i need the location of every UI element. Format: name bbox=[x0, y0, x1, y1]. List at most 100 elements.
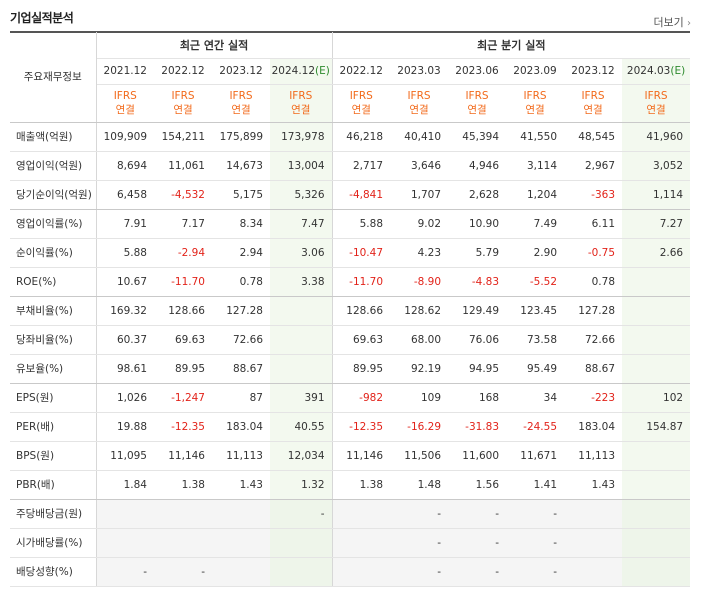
table-cell: 7.27 bbox=[622, 209, 691, 239]
ifrs-header-9: IFRS 연결 bbox=[622, 84, 691, 123]
row-label: 주당배당금(원) bbox=[10, 499, 97, 529]
table-cell: 40,410 bbox=[390, 122, 449, 152]
more-link[interactable]: 더보기 › bbox=[653, 14, 691, 30]
table-cell: - bbox=[270, 499, 333, 529]
table-cell: -982 bbox=[331, 383, 391, 413]
table-cell: 5,326 bbox=[270, 180, 333, 210]
table-cell: 94.95 bbox=[448, 354, 507, 384]
period-label: 2023.03 bbox=[397, 65, 441, 77]
table-cell bbox=[270, 557, 333, 587]
table-cell: 2.94 bbox=[212, 238, 270, 268]
period-label: 2023.12 bbox=[219, 65, 263, 77]
table-cell: - bbox=[506, 528, 565, 558]
consolidated-label: 연결 bbox=[646, 104, 666, 116]
table-cell: 1.84 bbox=[96, 470, 154, 500]
consolidated-label: 연결 bbox=[351, 104, 371, 116]
table-cell: 7.47 bbox=[270, 209, 333, 239]
table-row: ROE(%) 10.67 -11.70 0.78 3.38 -11.70 -8.90 -4.8… bbox=[10, 267, 691, 297]
chevron-right-icon: › bbox=[683, 18, 691, 29]
annual-group-header: 최근 연간 실적 bbox=[96, 32, 333, 59]
row-label: 영업이익률(%) bbox=[10, 209, 97, 239]
table-cell: 109 bbox=[390, 383, 449, 413]
table-cell: 46,218 bbox=[331, 122, 391, 152]
consolidated-label: 연결 bbox=[525, 104, 545, 116]
table-row: BPS(원) 11,095 11,146 11,113 12,034 11,146 11,5… bbox=[10, 441, 691, 471]
table-cell: 5.88 bbox=[331, 209, 391, 239]
table-cell: 73.58 bbox=[506, 325, 565, 355]
table-cell: 6.11 bbox=[564, 209, 623, 239]
period-header-2: 2023.12 bbox=[212, 58, 270, 85]
table-cell: 3,646 bbox=[390, 151, 449, 181]
table-row: 시가배당률(%) - - - bbox=[10, 528, 691, 558]
section-header: 기업실적분석 더보기 › bbox=[0, 0, 705, 30]
table-row: PBR(배) 1.84 1.38 1.43 1.32 1.38 1.48 1.56 1.41 1.… bbox=[10, 470, 691, 500]
table-cell: -10.47 bbox=[331, 238, 391, 268]
table-cell bbox=[564, 528, 623, 558]
period-header-6: 2023.06 bbox=[448, 58, 507, 85]
table-cell: 0.78 bbox=[564, 267, 623, 297]
table-cell: 11,113 bbox=[564, 441, 623, 471]
table-cell bbox=[331, 557, 391, 587]
period-header-8: 2023.12 bbox=[564, 58, 623, 85]
period-header-5: 2023.03 bbox=[390, 58, 449, 85]
table-cell: 2.90 bbox=[506, 238, 565, 268]
table-cell bbox=[622, 267, 691, 297]
table-cell: - bbox=[96, 557, 154, 587]
ifrs-header-4: IFRS 연결 bbox=[331, 84, 391, 123]
table-row: 주당배당금(원) - - - - bbox=[10, 499, 691, 529]
table-row: 부채비율(%) 169.32 128.66 127.28 128.66 128.62 129… bbox=[10, 296, 691, 326]
period-label: 2024.03 bbox=[626, 65, 671, 77]
table-cell: -16.29 bbox=[390, 412, 449, 442]
table-row: 유보율(%) 98.61 89.95 88.67 89.95 92.19 94.95 95.4… bbox=[10, 354, 691, 384]
table-cell: 1.38 bbox=[154, 470, 212, 500]
table-cell: 1.43 bbox=[564, 470, 623, 500]
table-cell: 7.49 bbox=[506, 209, 565, 239]
table-cell: 127.28 bbox=[564, 296, 623, 326]
table-cell: 89.95 bbox=[154, 354, 212, 384]
table-cell: 3.06 bbox=[270, 238, 333, 268]
table-cell: 40.55 bbox=[270, 412, 333, 442]
table-cell: 13,004 bbox=[270, 151, 333, 181]
table-cell: 127.28 bbox=[212, 296, 270, 326]
table-cell: 88.67 bbox=[564, 354, 623, 384]
table-cell: 92.19 bbox=[390, 354, 449, 384]
table-cell: 3,052 bbox=[622, 151, 691, 181]
table-row: 당기순이익(억원) 6,458 -4,532 5,175 5,326 -4,841 1,70… bbox=[10, 180, 691, 210]
table-cell: 11,146 bbox=[154, 441, 212, 471]
ifrs-header-1: IFRS 연결 bbox=[154, 84, 212, 123]
table-cell: -12.35 bbox=[154, 412, 212, 442]
ifrs-header-0: IFRS 연결 bbox=[96, 84, 154, 123]
ifrs-header-3: IFRS 연결 bbox=[270, 84, 333, 123]
row-label: PER(배) bbox=[10, 412, 97, 442]
ifrs-header-6: IFRS 연결 bbox=[448, 84, 507, 123]
table-cell: -0.75 bbox=[564, 238, 623, 268]
table-cell bbox=[96, 528, 154, 558]
table-cell: -4,841 bbox=[331, 180, 391, 210]
table-cell: - bbox=[448, 557, 507, 587]
table-cell bbox=[622, 296, 691, 326]
table-cell: - bbox=[390, 528, 449, 558]
table-cell bbox=[622, 528, 691, 558]
table-cell bbox=[212, 528, 270, 558]
row-label: 부채비율(%) bbox=[10, 296, 97, 326]
table-cell bbox=[212, 499, 270, 529]
table-cell: 1.43 bbox=[212, 470, 270, 500]
consolidated-label: 연결 bbox=[173, 104, 193, 116]
table-cell: 169.32 bbox=[96, 296, 154, 326]
table-cell: 5,175 bbox=[212, 180, 270, 210]
section-title: 기업실적분석 bbox=[10, 11, 74, 25]
table-cell: 19.88 bbox=[96, 412, 154, 442]
period-label: 2024.12 bbox=[271, 65, 316, 77]
table-cell bbox=[564, 557, 623, 587]
table-cell: 98.61 bbox=[96, 354, 154, 384]
table-cell: 11,600 bbox=[448, 441, 507, 471]
table-cell: - bbox=[506, 557, 565, 587]
table-cell: -2.94 bbox=[154, 238, 212, 268]
table-cell: 1,026 bbox=[96, 383, 154, 413]
table-cell: -8.90 bbox=[390, 267, 449, 297]
table-cell: 12,034 bbox=[270, 441, 333, 471]
table-cell: -12.35 bbox=[331, 412, 391, 442]
table-cell: 34 bbox=[506, 383, 565, 413]
table-cell: -31.83 bbox=[448, 412, 507, 442]
row-label: 순이익률(%) bbox=[10, 238, 97, 268]
